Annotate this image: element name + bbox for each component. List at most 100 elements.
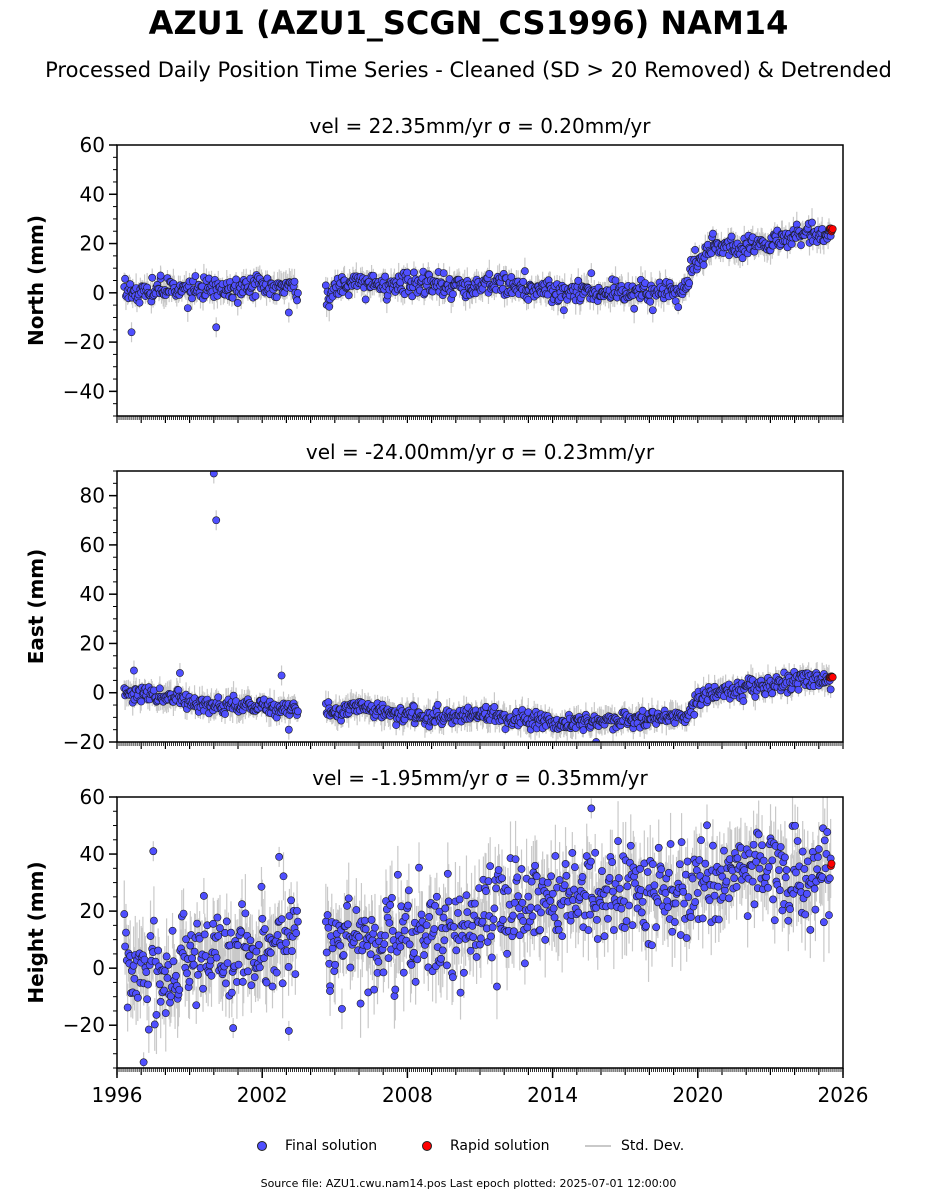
final-point (739, 697, 748, 706)
outlier-point (284, 725, 293, 734)
final-point (185, 977, 194, 986)
final-point (293, 707, 302, 716)
final-point (122, 928, 130, 937)
final-point (194, 970, 202, 979)
final-point (137, 697, 146, 706)
final-point (166, 992, 175, 1001)
final-point (574, 276, 583, 285)
final-point (179, 909, 188, 918)
final-point (221, 710, 229, 718)
final-point (685, 279, 694, 288)
final-point (213, 913, 222, 922)
y-tick-label: 80 (80, 484, 105, 508)
final-point (638, 706, 647, 715)
final-point (410, 702, 418, 711)
panel-title: vel = -24.00mm/yr σ = 0.23mm/yr (306, 440, 655, 464)
final-point (144, 980, 152, 989)
final-point (155, 684, 164, 693)
final-point (172, 971, 180, 980)
final-point (293, 296, 301, 305)
outlier-point (212, 323, 221, 332)
panel-1: −40 −20 0 20 40 60 vel = 22.35mm/yr σ = 0.20mm… (24, 114, 844, 423)
final-point (199, 892, 208, 900)
final-point (120, 910, 129, 918)
rapid-points (825, 672, 837, 682)
final-point (826, 685, 835, 694)
outlier-point (176, 669, 184, 677)
final-point (183, 969, 191, 978)
y-tick-label: 0 (92, 681, 105, 705)
y-tick-label: −20 (63, 330, 105, 354)
final-point (150, 916, 158, 925)
final-point (433, 700, 442, 709)
final-point (808, 218, 816, 227)
final-point (646, 297, 655, 306)
final-point (191, 272, 200, 280)
final-point (183, 304, 192, 313)
final-point (251, 292, 260, 300)
final-point (630, 304, 639, 313)
final-point (381, 272, 390, 281)
y-tick-label: 40 (80, 582, 105, 606)
final-point (611, 276, 620, 285)
final-point (207, 971, 216, 980)
final-points (120, 218, 835, 337)
final-point (699, 261, 708, 269)
outlier-point (209, 471, 218, 478)
final-point (490, 703, 499, 711)
final-point (121, 274, 130, 283)
final-point (690, 710, 699, 719)
final-point (146, 932, 155, 940)
final-point (143, 995, 152, 1004)
final-point (209, 919, 218, 928)
panel-title: vel = 22.35mm/yr σ = 0.20mm/yr (310, 114, 652, 138)
final-point (193, 919, 202, 928)
final-point (222, 917, 231, 926)
final-point (559, 306, 568, 315)
final-point (768, 689, 777, 698)
final-point (148, 273, 157, 282)
final-points (120, 804, 835, 1067)
outlier-point (587, 269, 596, 278)
final-point (169, 957, 178, 966)
final-point (123, 1003, 132, 1012)
final-point (214, 693, 223, 702)
final-point (674, 303, 683, 312)
rapid-points (825, 224, 837, 236)
final-point (221, 979, 230, 988)
y-tick-label: −20 (63, 730, 105, 754)
final-point (361, 295, 370, 304)
final-point (325, 302, 334, 311)
final-point (162, 952, 171, 961)
y-axis-label: East (mm) (24, 549, 48, 665)
final-point (192, 1001, 201, 1010)
final-point (133, 993, 142, 1002)
final-point (519, 277, 528, 286)
final-point (579, 726, 588, 735)
final-point (156, 997, 165, 1006)
outlier-point (130, 666, 138, 675)
final-point (155, 980, 164, 989)
y-tick-label: 60 (80, 533, 105, 557)
outlier-point (592, 738, 601, 742)
final-point (188, 954, 196, 963)
final-point (144, 1025, 153, 1034)
final-point (154, 946, 163, 955)
final-point (182, 935, 190, 944)
y-tick-label: 20 (80, 631, 105, 655)
y-tick-label: 20 (80, 232, 105, 256)
std-dev-bars (123, 208, 832, 343)
final-point (228, 293, 237, 302)
y-tick-label: −40 (63, 379, 105, 403)
final-point (290, 277, 299, 286)
final-point (186, 941, 195, 950)
outlier-point (127, 328, 136, 337)
final-point (135, 298, 144, 307)
final-point (168, 926, 177, 935)
panel-2: −20 0 20 40 60 80 vel = -24.00mm/yr σ = 0.23mm… (24, 440, 844, 754)
final-point (212, 953, 221, 962)
final-point (130, 974, 139, 983)
final-point (524, 295, 533, 304)
chart-subtitle: Processed Daily Position Time Series - C… (45, 58, 892, 82)
